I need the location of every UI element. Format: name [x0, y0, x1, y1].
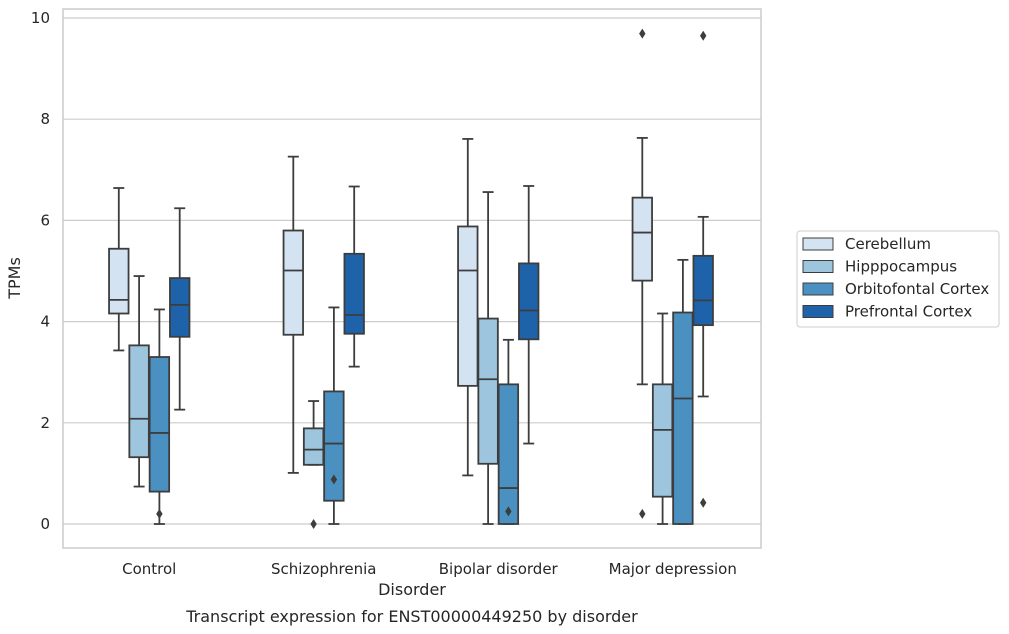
x-tick-label-major-depression: Major depression — [609, 560, 737, 578]
box-prefrontal-cortex-bipolar-disorder — [518, 185, 540, 445]
series-cerebellum — [108, 28, 653, 519]
x-tick-label-bipolar-disorder: Bipolar disorder — [439, 560, 559, 578]
y-tick-label-0: 0 — [40, 515, 50, 533]
series-prefrontal-cortex — [169, 30, 714, 508]
legend-label-cerebellum: Cerebellum — [845, 235, 931, 253]
legend-swatch-prefrontal-cortex — [802, 305, 834, 318]
outlier-point — [639, 508, 646, 519]
outlier-point — [700, 497, 707, 508]
box-iqr — [108, 247, 130, 315]
box-iqr — [692, 254, 714, 327]
box-iqr — [672, 311, 694, 525]
legend-swatch-cerebellum — [802, 237, 834, 251]
y-tick-label-4: 4 — [40, 313, 50, 331]
box-iqr — [651, 383, 674, 498]
x-axis-ticks: Control Schizophrenia Bipolar disorder Majo… — [122, 560, 737, 578]
box-cerebellum-control — [108, 187, 130, 352]
y-tick-label-8: 8 — [40, 110, 50, 128]
box-prefrontal-cortex-control — [169, 207, 191, 411]
legend-label-orbitofontal-cortex: Orbitofontal Cortex — [845, 280, 989, 298]
outlier-point — [310, 519, 317, 529]
legend-frame — [796, 230, 1000, 328]
box-cerebellum-major-depression — [631, 28, 653, 519]
series-hipppocampus — [128, 191, 674, 529]
y-axis-ticks: 0 2 4 6 8 10 — [31, 9, 50, 533]
series-orbitofontal-cortex — [148, 258, 694, 525]
box-hipppocampus-control — [128, 275, 150, 488]
box-orbitofontal-cortex-control — [148, 308, 171, 525]
outlier-point — [330, 474, 338, 485]
box-iqr — [282, 229, 304, 336]
legend-swatch-hipppocampus — [802, 260, 834, 273]
y-axis-title: TPMs — [5, 257, 24, 300]
y-tick-label-6: 6 — [40, 211, 50, 229]
legend-swatch-orbitofontal-cortex — [802, 282, 834, 296]
x-tick-label-schizophrenia: Schizophrenia — [271, 560, 376, 578]
box-iqr — [128, 344, 150, 459]
box-iqr — [477, 317, 499, 465]
box-iqr — [323, 390, 345, 502]
box-iqr — [457, 225, 479, 387]
x-axis-title: Disorder — [378, 580, 446, 599]
boxes-group — [108, 28, 714, 529]
y-tick-label-10: 10 — [31, 9, 50, 27]
box-iqr — [631, 196, 653, 282]
box-orbitofontal-cortex-bipolar-disorder — [497, 338, 520, 525]
box-cerebellum-bipolar-disorder — [457, 138, 479, 477]
outlier-point — [639, 28, 646, 39]
y-tick-label-2: 2 — [40, 414, 50, 432]
box-iqr — [169, 277, 191, 338]
outlier-point — [505, 506, 512, 517]
box-prefrontal-cortex-major-depression — [692, 30, 714, 508]
box-hipppocampus-bipolar-disorder — [477, 191, 499, 525]
box-iqr — [148, 356, 171, 493]
x-tick-label-control: Control — [122, 560, 176, 578]
box-orbitofontal-cortex-schizophrenia — [323, 306, 345, 525]
box-iqr — [518, 262, 540, 341]
figure-caption: Transcript expression for ENST0000044925… — [185, 607, 638, 626]
outlier-point — [700, 30, 707, 41]
box-iqr — [302, 427, 325, 466]
box-cerebellum-schizophrenia — [282, 155, 304, 474]
box-prefrontal-cortex-schizophrenia — [343, 185, 365, 368]
box-iqr — [497, 383, 520, 525]
box-iqr — [343, 252, 365, 335]
box-orbitofontal-cortex-major-depression — [672, 258, 694, 525]
outlier-point — [156, 508, 163, 519]
legend-label-prefrontal-cortex: Prefrontal Cortex — [845, 303, 972, 321]
legend-label-hipppocampus: Hipppocampus — [845, 258, 957, 276]
legend: Cerebellum Hipppocampus Orbitofontal Corte… — [796, 230, 1000, 328]
